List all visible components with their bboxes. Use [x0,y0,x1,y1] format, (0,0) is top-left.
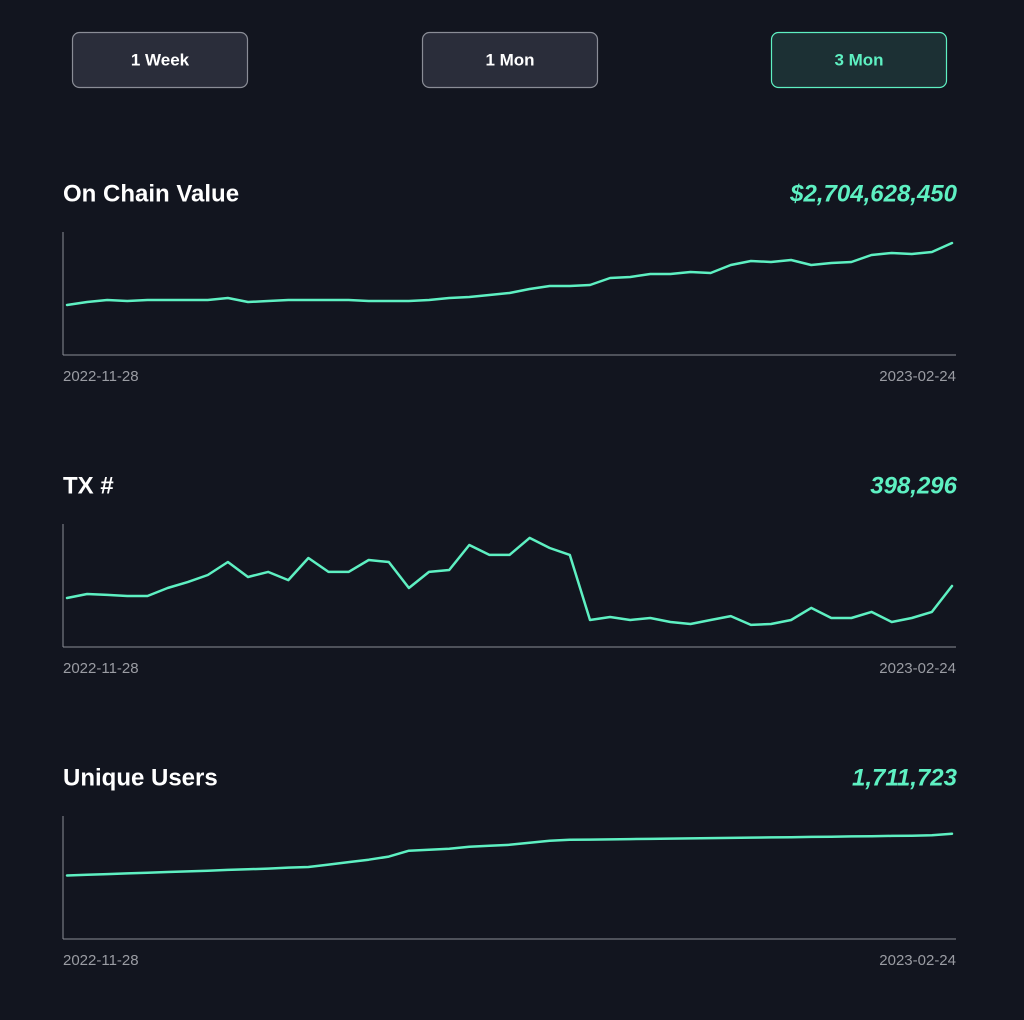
button-bg [71,31,249,89]
headline-value: $2,704,628,450 [789,180,957,207]
x-tick-label: 2022-11-28 [63,368,139,385]
data-line [65,241,954,307]
x-tick-label: 2022-11-28 [63,952,139,969]
x-tick-label: 2022-11-28 [63,660,139,677]
headline-value: 398,296 [870,472,957,499]
x-tick-label: 2023-02-24 [879,368,956,385]
button-bg [421,31,599,89]
chart: Unique Users 1,711,723 2022-11-28 2023-02-2… [62,764,958,969]
button-label: 1 Week [131,50,190,69]
chart-title: Unique Users [63,764,218,791]
range-button[interactable]: 3 Mon [770,31,948,89]
chart: On Chain Value $2,704,628,450 2022-11-28 20… [62,180,958,385]
button-label: 3 Mon [834,50,883,69]
button-bg [770,31,948,89]
data-line [65,832,954,877]
chart-title: On Chain Value [63,180,239,207]
data-line [65,536,954,627]
range-button[interactable]: 1 Mon [421,31,599,89]
chart: TX # 398,296 2022-11-28 2023-02-24 [62,472,958,677]
x-tick-label: 2023-02-24 [879,660,956,677]
range-button[interactable]: 1 Week [71,31,249,89]
button-label: 1 Mon [485,50,534,69]
headline-value: 1,711,723 [852,764,958,791]
chart-title: TX # [63,472,114,499]
x-tick-label: 2023-02-24 [879,952,956,969]
